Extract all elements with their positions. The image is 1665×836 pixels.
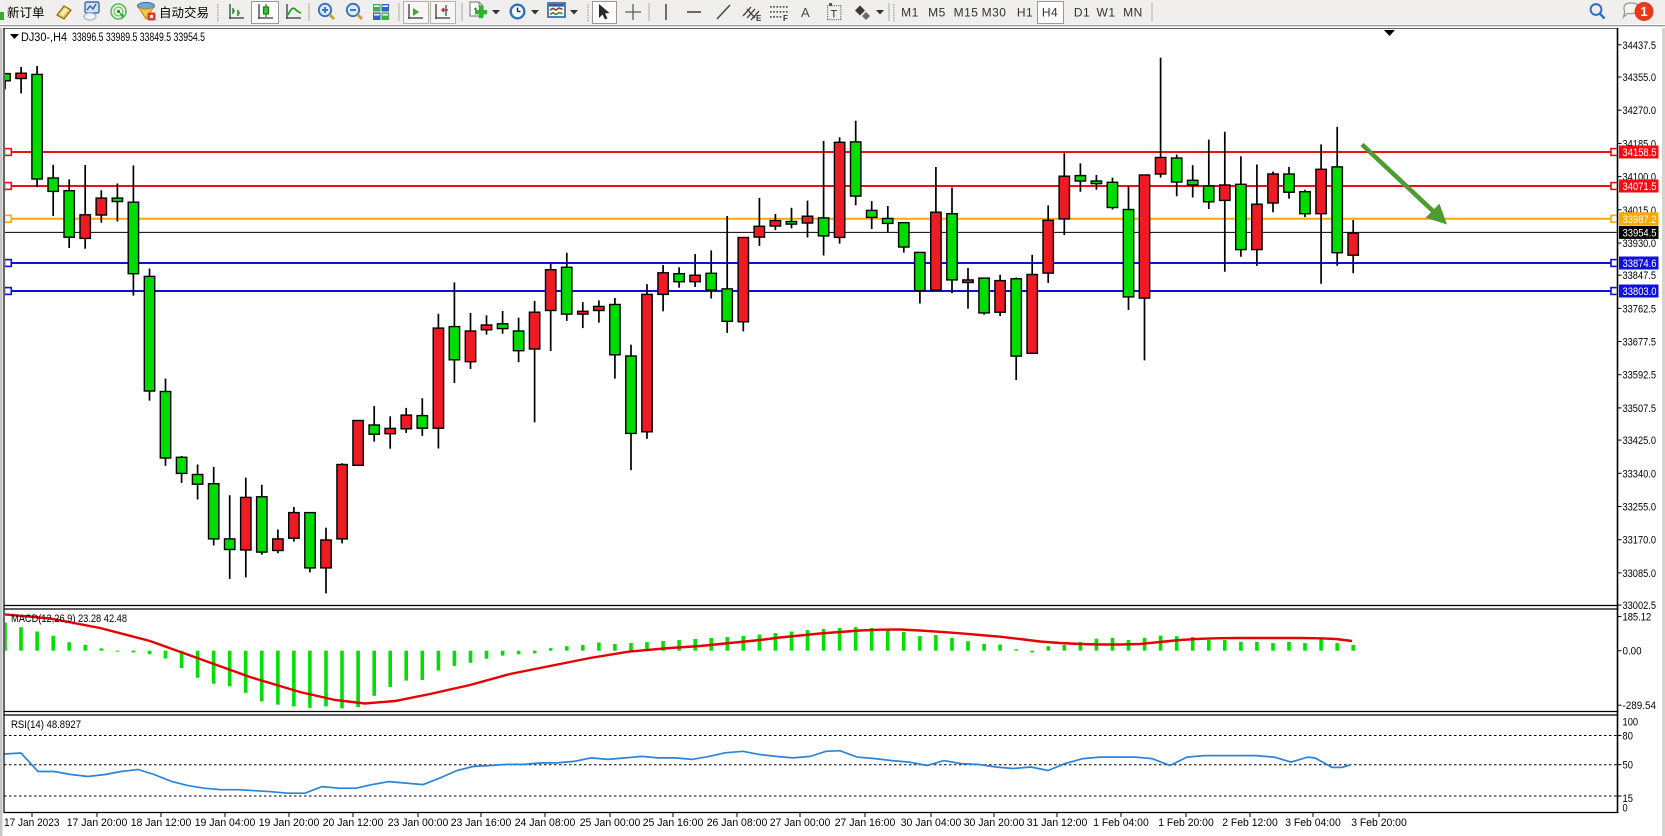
svg-text:19 Jan 04:00: 19 Jan 04:00 [195, 817, 256, 829]
svg-text:W1: W1 [1097, 6, 1116, 20]
svg-text:34158.5: 34158.5 [1623, 147, 1657, 159]
svg-text:33847.5: 33847.5 [1623, 270, 1657, 282]
svg-text:31 Jan 12:00: 31 Jan 12:00 [1027, 817, 1088, 829]
svg-text:20 Jan 12:00: 20 Jan 12:00 [323, 817, 384, 829]
svg-text:33930.0: 33930.0 [1623, 238, 1657, 250]
svg-text:MACD(12,26,9) 23.28 42.48: MACD(12,26,9) 23.28 42.48 [11, 613, 127, 625]
svg-text:E: E [756, 14, 762, 23]
svg-text:1: 1 [1640, 4, 1647, 19]
svg-text:34071.5: 34071.5 [1623, 181, 1657, 193]
svg-text:33085.0: 33085.0 [1623, 568, 1657, 580]
svg-text:33340.0: 33340.0 [1623, 468, 1657, 480]
svg-text:1 Feb 20:00: 1 Feb 20:00 [1158, 817, 1214, 829]
svg-text:27 Jan 00:00: 27 Jan 00:00 [770, 817, 831, 829]
svg-text:34437.5: 34437.5 [1623, 40, 1657, 52]
svg-text:18 Jan 12:00: 18 Jan 12:00 [131, 817, 192, 829]
svg-text:33002.5: 33002.5 [1623, 600, 1657, 612]
svg-text:自动交易: 自动交易 [159, 5, 209, 20]
svg-text:M15: M15 [954, 6, 979, 20]
svg-text:100: 100 [1623, 716, 1639, 728]
svg-text:50: 50 [1623, 760, 1633, 772]
svg-text:33592.5: 33592.5 [1623, 370, 1657, 382]
svg-text:17 Jan 2023: 17 Jan 2023 [4, 817, 60, 829]
svg-text:33954.5: 33954.5 [1623, 228, 1657, 240]
svg-text:27 Jan 16:00: 27 Jan 16:00 [835, 817, 896, 829]
svg-text:34270.0: 34270.0 [1623, 105, 1657, 117]
svg-text:26 Jan 08:00: 26 Jan 08:00 [707, 817, 768, 829]
svg-text:19 Jan 20:00: 19 Jan 20:00 [259, 817, 320, 829]
svg-text:2 Feb 12:00: 2 Feb 12:00 [1222, 817, 1278, 829]
svg-text:30 Jan 04:00: 30 Jan 04:00 [901, 817, 962, 829]
svg-text:25 Jan 16:00: 25 Jan 16:00 [643, 817, 704, 829]
svg-text:33762.5: 33762.5 [1623, 303, 1657, 315]
svg-text:M30: M30 [982, 6, 1007, 20]
svg-text:0.00: 0.00 [1623, 646, 1642, 658]
svg-text:30 Jan 20:00: 30 Jan 20:00 [964, 817, 1025, 829]
svg-text:3 Feb 04:00: 3 Feb 04:00 [1285, 817, 1341, 829]
svg-text:33987.2: 33987.2 [1623, 214, 1657, 226]
svg-text:3 Feb 20:00: 3 Feb 20:00 [1351, 817, 1407, 829]
svg-text:33803.0: 33803.0 [1623, 286, 1657, 298]
svg-text:33874.6: 33874.6 [1623, 258, 1657, 270]
svg-text:25 Jan 00:00: 25 Jan 00:00 [580, 817, 641, 829]
svg-text:MN: MN [1123, 6, 1143, 20]
svg-text:15: 15 [1623, 793, 1633, 805]
svg-text:1 Feb 04:00: 1 Feb 04:00 [1093, 817, 1149, 829]
svg-text:33896.5 33989.5 33849.5 33954.: 33896.5 33989.5 33849.5 33954.5 [72, 32, 205, 44]
svg-text:H4: H4 [1042, 6, 1058, 20]
svg-text:0: 0 [1623, 803, 1628, 815]
svg-text:185.12: 185.12 [1623, 612, 1652, 624]
svg-text:17 Jan 20:00: 17 Jan 20:00 [67, 817, 128, 829]
svg-text:23 Jan 16:00: 23 Jan 16:00 [451, 817, 512, 829]
svg-text:F: F [783, 14, 788, 23]
svg-text:33170.0: 33170.0 [1623, 535, 1657, 547]
svg-text:33255.0: 33255.0 [1623, 502, 1657, 514]
svg-text:RSI(14) 48.8927: RSI(14) 48.8927 [11, 719, 81, 731]
svg-text:33507.5: 33507.5 [1623, 403, 1657, 415]
svg-text:M5: M5 [928, 6, 946, 20]
svg-text:新订单: 新订单 [7, 5, 45, 20]
svg-text:23 Jan 00:00: 23 Jan 00:00 [388, 817, 449, 829]
svg-text:80: 80 [1623, 731, 1633, 743]
svg-text:H1: H1 [1017, 6, 1033, 20]
svg-text:24 Jan 08:00: 24 Jan 08:00 [515, 817, 576, 829]
svg-text:-289.54: -289.54 [1623, 700, 1657, 712]
svg-text:M1: M1 [901, 6, 919, 20]
svg-text:34355.0: 34355.0 [1623, 72, 1657, 84]
svg-text:T: T [831, 9, 838, 21]
svg-text:33425.0: 33425.0 [1623, 435, 1657, 447]
svg-text:A: A [801, 5, 810, 20]
svg-text:D1: D1 [1074, 6, 1090, 20]
svg-text:33677.5: 33677.5 [1623, 337, 1657, 349]
svg-text:DJ30-,H4: DJ30-,H4 [21, 32, 68, 44]
